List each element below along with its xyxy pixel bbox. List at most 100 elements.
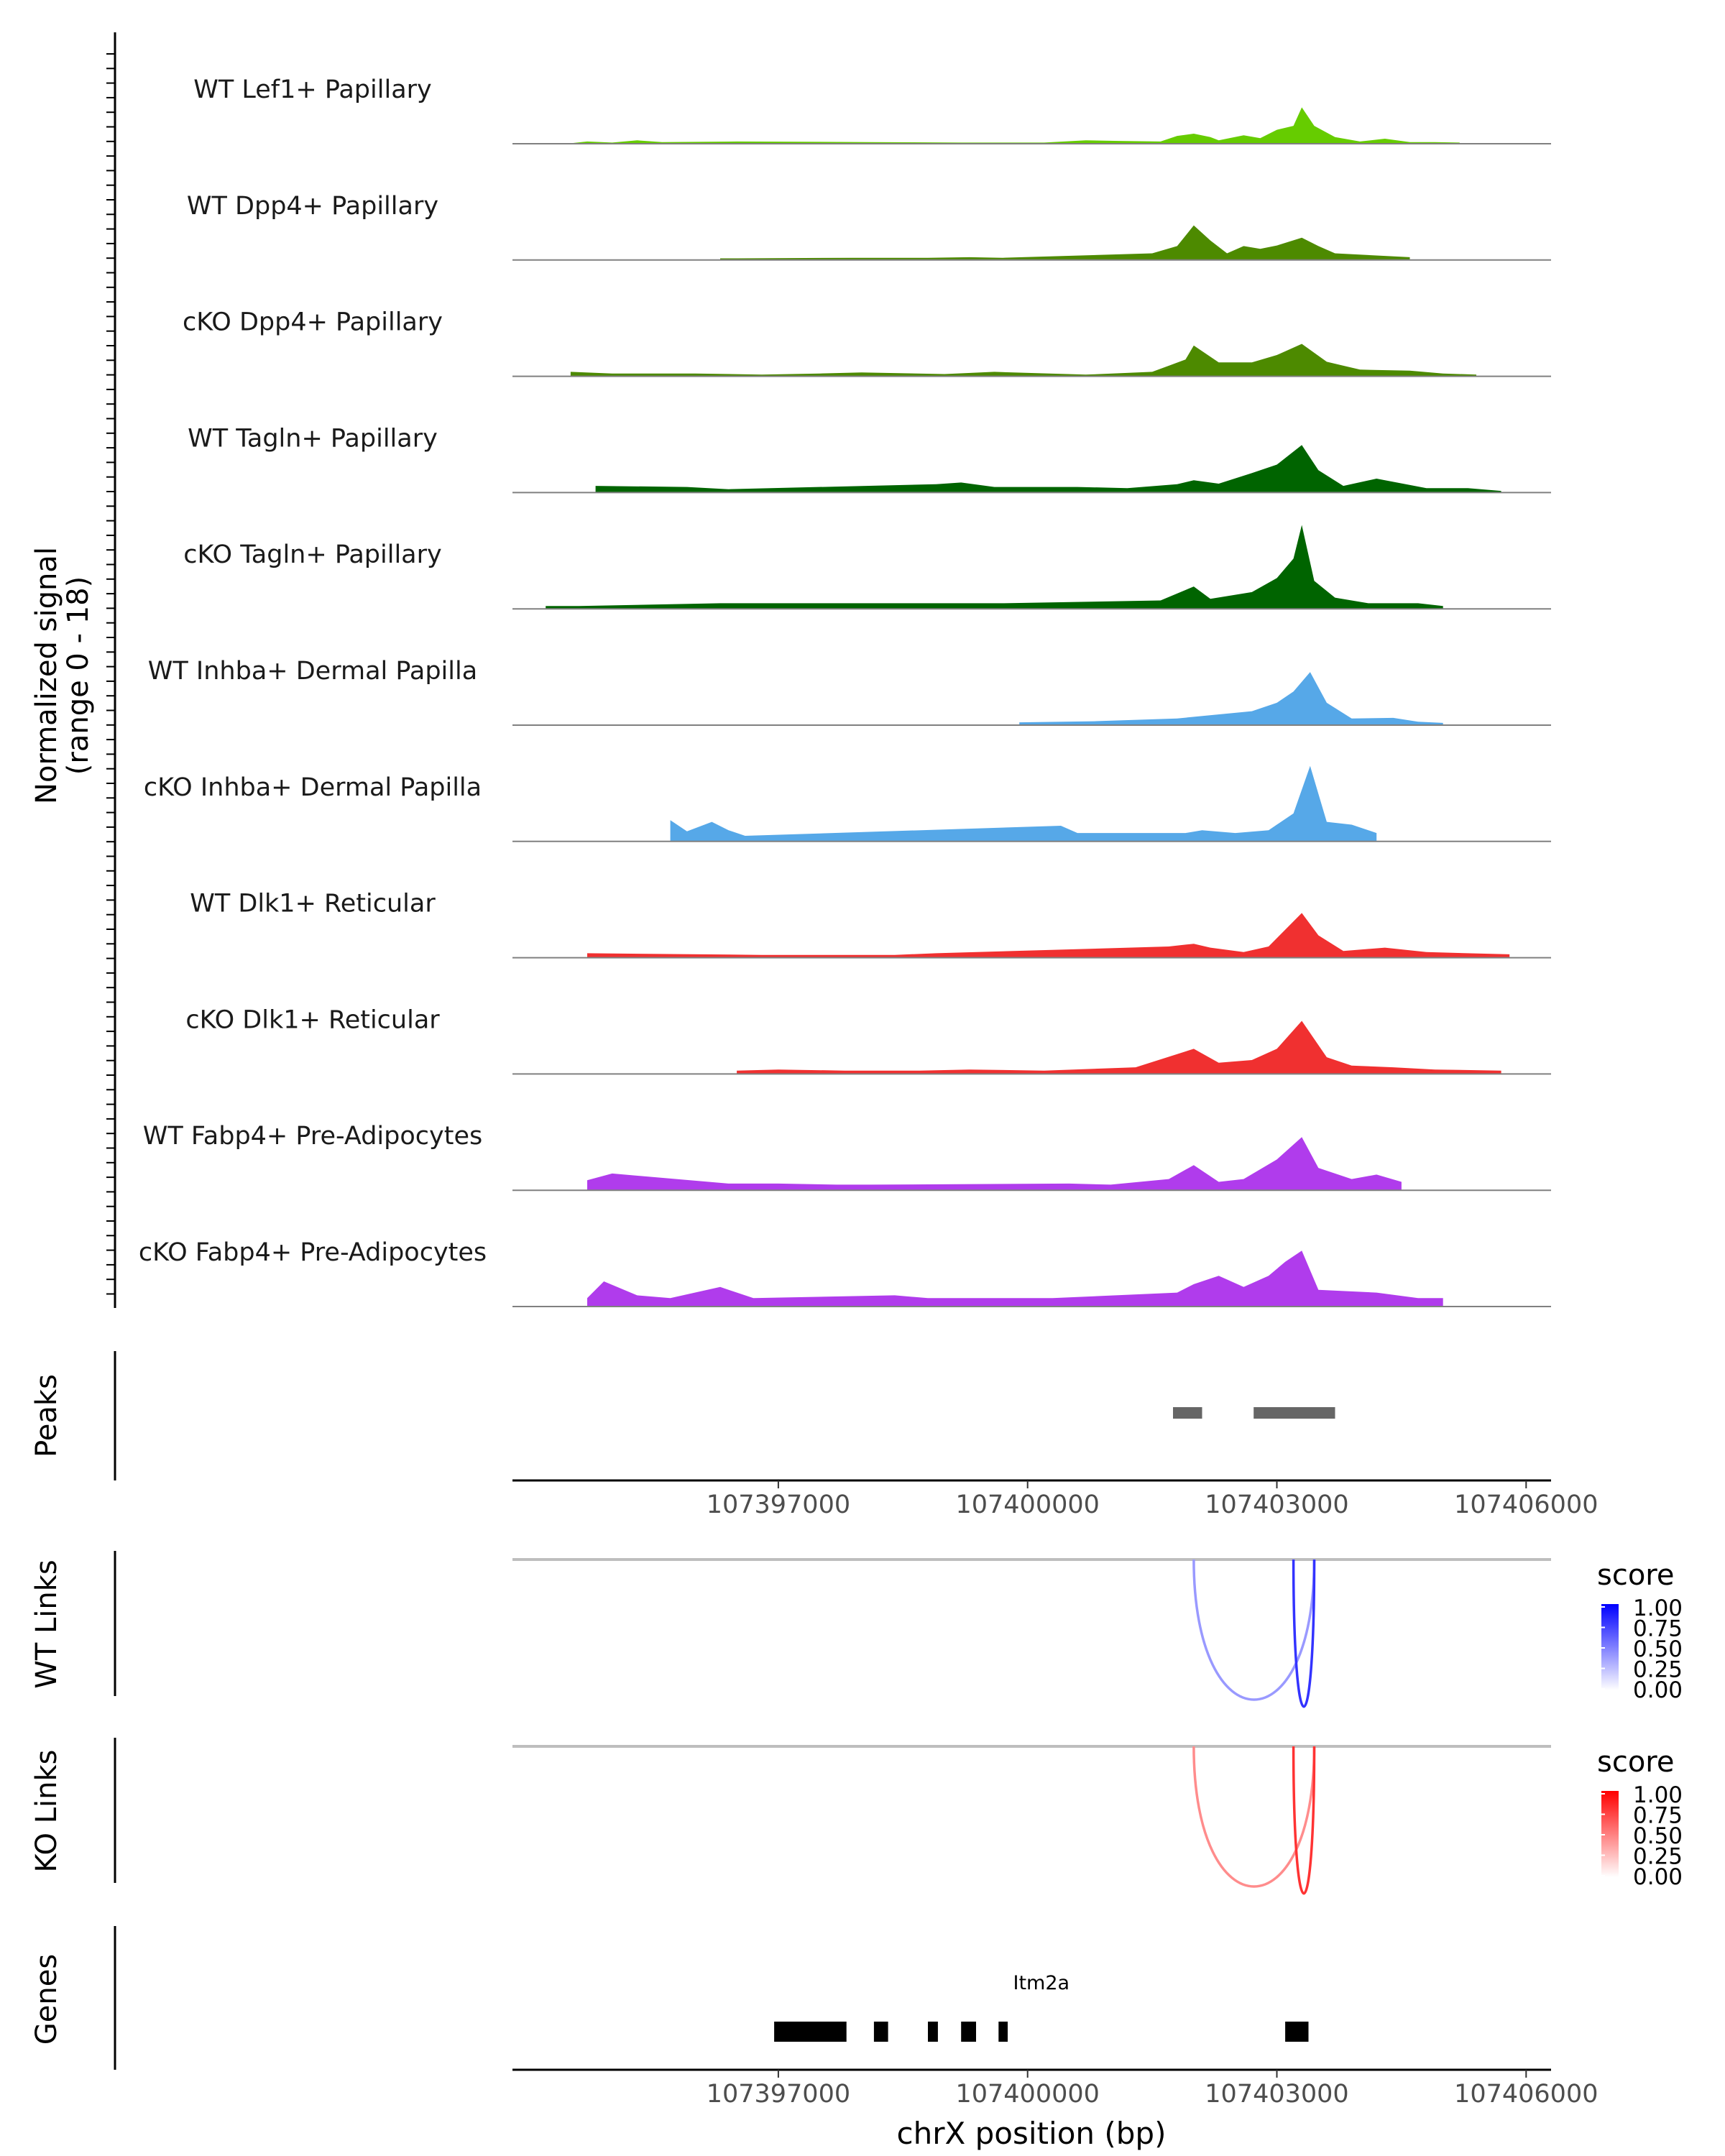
gene-exon [774, 2022, 847, 2042]
strand-arrow [1034, 2026, 1039, 2037]
track-label: WT Fabp4+ Pre-Adipocytes [143, 1122, 482, 1151]
strand-arrow [1071, 2026, 1076, 2037]
coverage-track: WT Lef1+ Papillary [193, 75, 1551, 144]
legend-tick-label: 0.25 [1633, 1657, 1683, 1683]
coverage-track: WT Dlk1+ Reticular [190, 890, 1551, 959]
coverage-y-range-label: (range 0 - 18) [62, 576, 95, 775]
x-tick-label: 107406000 [1454, 1491, 1598, 1519]
track-label: WT Inhba+ Dermal Papilla [148, 657, 477, 686]
wt-links-legend-title: score [1597, 1559, 1674, 1592]
strand-arrow [921, 2026, 926, 2037]
wt-links-label: WT Links [30, 1560, 63, 1688]
peak-regions [1173, 1407, 1335, 1419]
gene-exon [998, 2022, 1008, 2042]
coverage-track: cKO Dlk1+ Reticular [185, 1005, 1551, 1075]
link-arc [1292, 1559, 1316, 1708]
coverage-track: cKO Inhba+ Dermal Papilla [144, 765, 1551, 842]
track-label: WT Lef1+ Papillary [193, 75, 432, 104]
ko-links-label: KO Links [30, 1750, 63, 1873]
track-label: cKO Tagln+ Papillary [183, 540, 442, 569]
strand-arrow [940, 2026, 945, 2037]
coverage-tracks: WT Lef1+ Papillary WT Dpp4+ Papillary cKO … [139, 75, 1551, 1307]
strand-arrow [1276, 2026, 1282, 2037]
genes-label: Genes [30, 1954, 63, 2045]
strand-arrow [1015, 2026, 1020, 2037]
coverage-area [587, 1250, 1443, 1307]
gene-label: Itm2a [1013, 1972, 1070, 1994]
link-arc [1192, 1559, 1316, 1701]
coverage-track: WT Tagln+ Papillary [188, 424, 1551, 494]
wt-links-panel: WT Links score 1.000.750.500.250.00 [30, 1551, 1683, 1708]
strand-arrow [1108, 2026, 1113, 2037]
gene-exon [928, 2022, 938, 2042]
strand-arrow [1202, 2026, 1207, 2037]
legend-tick-label: 0.00 [1633, 1677, 1683, 1703]
track-label: cKO Dpp4+ Papillary [183, 308, 443, 337]
peaks-label: Peaks [30, 1374, 63, 1457]
coverage-track: cKO Dpp4+ Papillary [183, 308, 1551, 377]
ko-links-legend: score 1.000.750.500.250.00 [1597, 1746, 1683, 1890]
gene-model: Itm2a [774, 1972, 1309, 2042]
track-label: cKO Inhba+ Dermal Papilla [144, 773, 482, 802]
coverage-track: cKO Tagln+ Papillary [183, 525, 1551, 610]
legend-tick-label: 0.25 [1633, 1844, 1683, 1870]
peak-region [1254, 1407, 1335, 1419]
legend-tick-label: 0.75 [1633, 1616, 1683, 1642]
strand-arrow [903, 2026, 908, 2037]
strand-arrow [978, 2026, 983, 2037]
strand-arrow [1146, 2026, 1151, 2037]
link-arc [1192, 1746, 1316, 1888]
legend-tick-label: 1.00 [1633, 1782, 1683, 1808]
strand-arrow [1127, 2026, 1132, 2037]
ko-links-legend-title: score [1597, 1746, 1674, 1779]
gene-exon [1285, 2022, 1309, 2042]
coverage-panel: Normalized signal (range 0 - 18) WT Lef1… [30, 32, 1551, 1308]
coverage-area [546, 525, 1443, 609]
track-label: cKO Fabp4+ Pre-Adipocytes [139, 1238, 487, 1267]
strand-arrow [1220, 2026, 1225, 2037]
coverage-track: WT Fabp4+ Pre-Adipocytes [143, 1122, 1551, 1192]
gene-models: Itm2a [774, 1972, 1309, 2042]
strand-arrow [1183, 2026, 1188, 2037]
legend-tick-label: 0.50 [1633, 1823, 1683, 1849]
coverage-area [595, 445, 1501, 493]
gene-exon [873, 2022, 888, 2042]
x-tick-label: 107400000 [955, 1491, 1099, 1519]
track-label: WT Tagln+ Papillary [188, 424, 438, 453]
coverage-y-ticks [106, 53, 115, 1295]
strand-arrow [1164, 2026, 1169, 2037]
track-label: WT Dlk1+ Reticular [190, 890, 436, 918]
coverage-track: WT Dpp4+ Papillary [187, 192, 1551, 261]
genes-x-ticks: 107397000 107400000 107403000 107406000 [707, 2070, 1598, 2109]
ko-links-legend-ticks: 1.000.750.500.250.00 [1601, 1782, 1683, 1890]
strand-arrow [1052, 2026, 1057, 2037]
ko-links-panel: KO Links score 1.000.750.500.250.00 [30, 1738, 1683, 1895]
peaks-panel: Peaks 107397000 107400000 107403000 1074060… [30, 1351, 1598, 1519]
x-axis-title: chrX position (bp) [897, 2116, 1167, 2151]
gene-exon [961, 2022, 976, 2042]
coverage-area [670, 765, 1377, 842]
coverage-area [587, 913, 1510, 958]
track-label: cKO Dlk1+ Reticular [185, 1005, 440, 1034]
x-tick-label: 107406000 [1454, 2080, 1598, 2109]
peaks-x-ticks: 107397000 107400000 107403000 107406000 [707, 1480, 1598, 1519]
coverage-area [566, 107, 1460, 144]
genes-panel: Genes Itm2a 107397000 107400000 107403000 1… [30, 1926, 1598, 2151]
coverage-y-label: Normalized signal [30, 547, 63, 804]
coverage-area [570, 344, 1476, 377]
strand-arrow [1258, 2026, 1263, 2037]
link-arc [1292, 1746, 1316, 1895]
wt-links-legend-ticks: 1.000.750.500.250.00 [1601, 1595, 1683, 1703]
coverage-area [587, 1137, 1402, 1191]
peak-region [1173, 1407, 1202, 1419]
coverage-track: cKO Fabp4+ Pre-Adipocytes [139, 1238, 1551, 1307]
x-tick-label: 107403000 [1205, 2080, 1348, 2109]
coverage-track: WT Inhba+ Dermal Papilla [148, 657, 1551, 726]
strand-arrow [1239, 2026, 1244, 2037]
strand-arrow [1090, 2026, 1095, 2037]
x-tick-label: 107403000 [1205, 1491, 1348, 1519]
legend-tick-label: 1.00 [1633, 1595, 1683, 1621]
coverage-area [737, 1021, 1501, 1074]
coverage-area [720, 225, 1410, 260]
